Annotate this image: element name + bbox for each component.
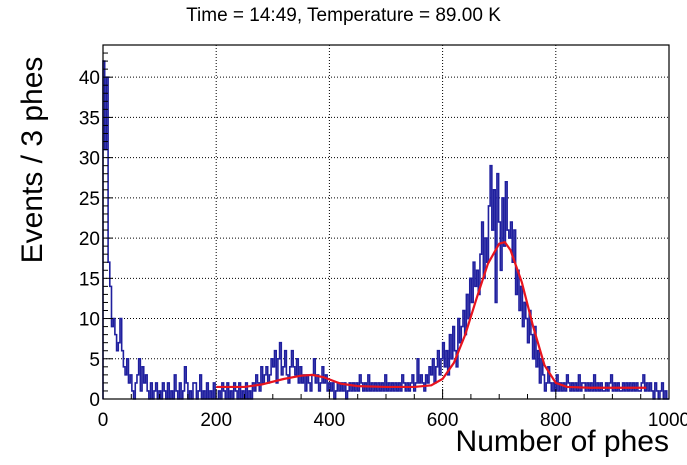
y-tick-label: 25 (79, 189, 100, 210)
x-tick-label: 400 (314, 410, 346, 431)
histogram-series (102, 60, 669, 400)
y-tick-label: 10 (79, 310, 100, 331)
x-tick-label: 600 (427, 410, 459, 431)
y-tick-label: 0 (89, 390, 100, 411)
chart-title: Time = 14:49, Temperature = 89.00 K (186, 5, 501, 26)
y-tick-label: 5 (89, 350, 100, 371)
y-tick-label: 15 (79, 269, 100, 290)
x-tick-label: 200 (200, 410, 232, 431)
y-tick-label: 30 (79, 149, 100, 170)
x-tick-label: 800 (540, 410, 572, 431)
y-tick-label: 20 (79, 229, 100, 250)
plot-frame (102, 44, 670, 400)
x-tick-label: 1000 (648, 410, 687, 431)
y-tick-label: 40 (79, 68, 100, 89)
fit-curve (216, 240, 647, 389)
y-tick-label: 35 (79, 108, 100, 129)
x-tick-label: 0 (98, 410, 109, 431)
x-axis-label: Number of phes (455, 425, 669, 458)
